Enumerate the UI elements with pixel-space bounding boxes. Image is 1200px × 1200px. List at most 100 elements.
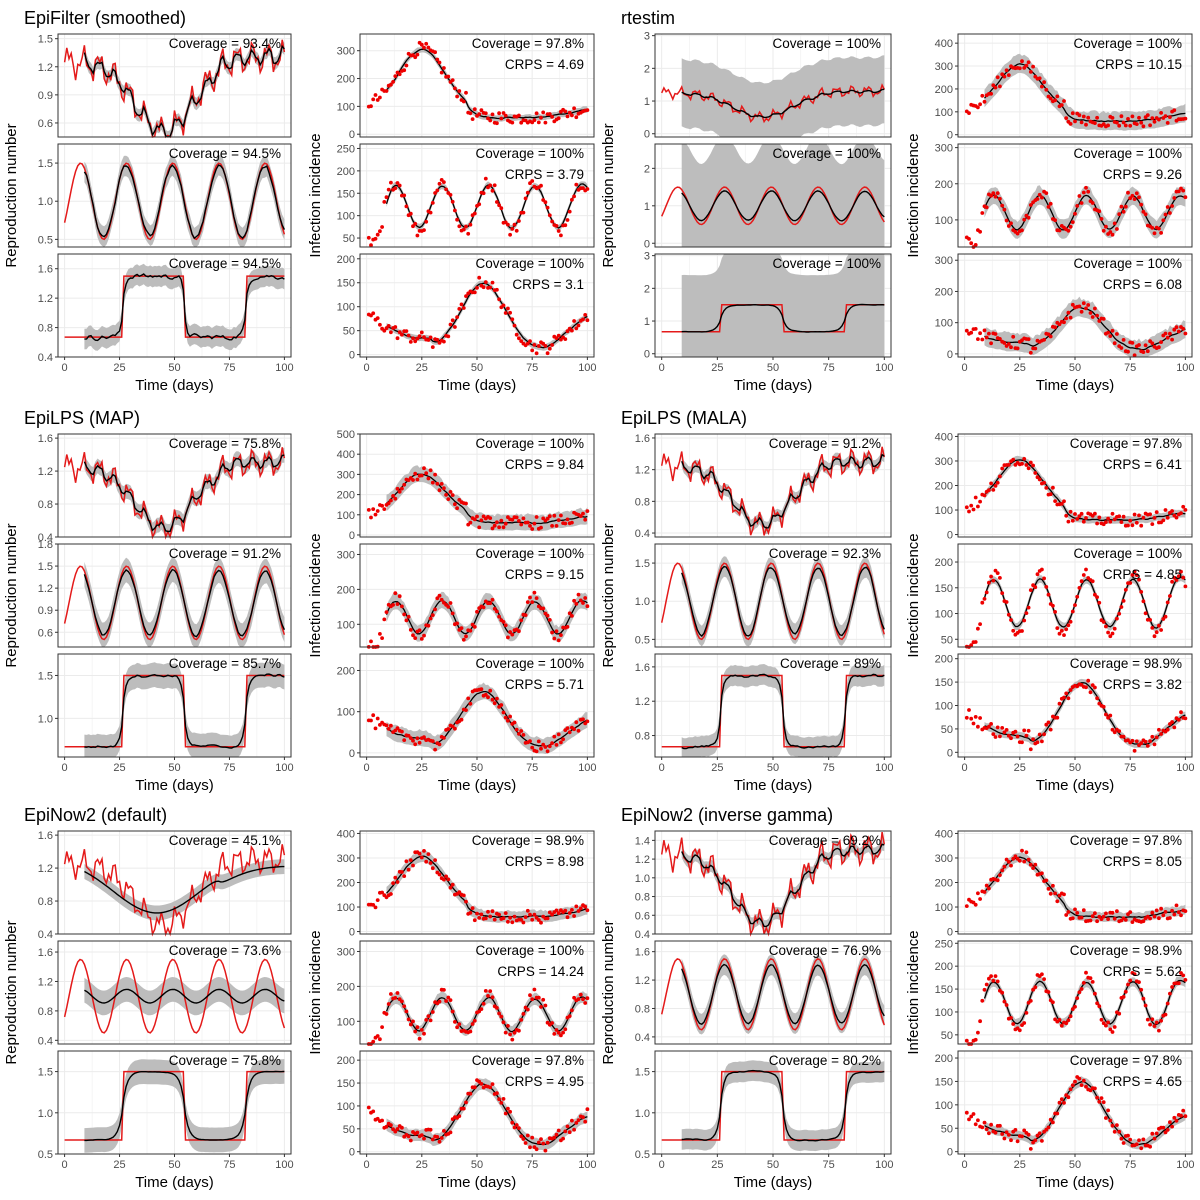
- observed-point: [1150, 341, 1155, 346]
- observed-point: [490, 909, 495, 914]
- observed-point: [389, 330, 393, 335]
- y-tick-label: 1.2: [635, 975, 650, 987]
- observed-point: [1066, 228, 1071, 233]
- y-tick-label: 0.6: [38, 118, 53, 130]
- observed-point: [1028, 862, 1033, 867]
- observed-point: [1172, 725, 1177, 730]
- observed-point: [1112, 341, 1117, 346]
- coverage-annotation: Coverage = 75.8%: [169, 436, 281, 451]
- panel-border: [957, 940, 1193, 1045]
- y-tick-label: 0.8: [635, 892, 650, 904]
- x-axis-title: Time (days): [734, 1174, 813, 1191]
- observed-point: [1002, 864, 1007, 869]
- observed-point: [1137, 343, 1141, 347]
- observed-point: [1183, 716, 1188, 721]
- crps-annotation: CRPS = 5.62: [1103, 964, 1182, 979]
- crps-annotation: CRPS = 8.98: [505, 854, 584, 869]
- reff-panel: 0.40.81.21.6 Coverage = 73.6%: [38, 940, 292, 1047]
- reff-panel: 0.40.81.21.6 Coverage = 76.9%: [635, 940, 892, 1045]
- crps-annotation: CRPS = 5.71: [505, 677, 584, 692]
- observed-point: [1183, 331, 1188, 336]
- y-tick-label: 1.0: [38, 1108, 53, 1120]
- observed-point: [1123, 123, 1128, 128]
- panel-border: [359, 543, 595, 648]
- observed-point: [1108, 1118, 1113, 1123]
- observed-point: [541, 1141, 546, 1146]
- x-tick-label: 100: [275, 762, 293, 774]
- observed-point: [408, 1138, 413, 1143]
- observed-point: [437, 593, 442, 598]
- observed-point: [559, 633, 563, 637]
- y-axis-title-inc: Infection incidence: [307, 133, 324, 257]
- observed-point: [483, 280, 488, 284]
- observed-point: [550, 115, 554, 119]
- observed-point: [554, 524, 559, 528]
- observed-point: [448, 1130, 453, 1135]
- observed-point: [481, 1001, 486, 1006]
- observed-point: [1068, 509, 1073, 514]
- observed-point: [1081, 301, 1086, 306]
- coverage-annotation: Coverage = 100%: [1074, 36, 1182, 51]
- panel-border: [57, 830, 292, 935]
- x-tick-label: 50: [168, 1159, 180, 1171]
- observed-point: [1174, 578, 1179, 582]
- y-tick-label: 0: [644, 238, 650, 250]
- observed-point: [472, 517, 477, 522]
- observed-point: [980, 998, 985, 1003]
- observed-point: [497, 912, 501, 917]
- observed-point: [499, 116, 504, 121]
- observed-point: [574, 326, 579, 331]
- observed-point: [556, 333, 561, 338]
- observed-point: [1095, 521, 1099, 526]
- observed-point: [459, 302, 464, 307]
- observed-point: [1093, 991, 1097, 996]
- coverage-annotation: Coverage = 94.5%: [169, 146, 281, 161]
- observed-point: [397, 330, 402, 335]
- observed-point: [1143, 611, 1148, 616]
- observed-point: [1104, 1116, 1108, 1120]
- observed-point: [1044, 486, 1049, 490]
- method-title: EpiNow2 (default): [24, 805, 167, 825]
- y-tick-label: 1.0: [635, 596, 650, 608]
- estimate-line: [83, 164, 286, 240]
- observed-point: [550, 630, 554, 635]
- x-tick-label: 100: [1176, 1159, 1194, 1171]
- true-reff-line: [63, 39, 286, 139]
- observed-point: [1040, 871, 1044, 876]
- observed-point: [400, 332, 404, 337]
- observed-point: [1159, 732, 1163, 736]
- observed-point: [1183, 584, 1188, 589]
- observed-point: [1079, 201, 1084, 205]
- observed-point: [1115, 332, 1119, 336]
- crps-annotation: CRPS = 8.05: [1103, 854, 1182, 869]
- observed-point: [519, 120, 524, 125]
- observed-point: [1000, 868, 1005, 873]
- observed-point: [1031, 463, 1035, 468]
- observed-point: [1037, 76, 1042, 81]
- observed-point: [1046, 205, 1051, 209]
- observed-point: [1024, 850, 1029, 855]
- observed-point: [530, 1135, 535, 1140]
- observed-point: [1042, 732, 1046, 737]
- y-tick-label: 400: [935, 38, 953, 50]
- observed-point: [993, 568, 998, 573]
- observed-point: [1130, 341, 1135, 345]
- observed-point: [1059, 628, 1064, 633]
- observed-point: [408, 736, 413, 740]
- observed-point: [1062, 1101, 1066, 1105]
- observed-point: [552, 1135, 557, 1140]
- observed-point: [554, 743, 559, 747]
- y-tick-label: 0.4: [635, 929, 650, 941]
- crps-annotation: CRPS = 10.15: [1095, 57, 1182, 72]
- observed-point: [572, 995, 576, 1000]
- observed-point: [1064, 513, 1069, 518]
- observed-point: [543, 745, 548, 749]
- observed-point: [1183, 909, 1188, 913]
- x-tick-label: 0: [62, 1159, 68, 1171]
- y-tick-label: 300: [337, 469, 355, 481]
- observed-point: [1165, 600, 1170, 605]
- panel-border: [957, 543, 1193, 648]
